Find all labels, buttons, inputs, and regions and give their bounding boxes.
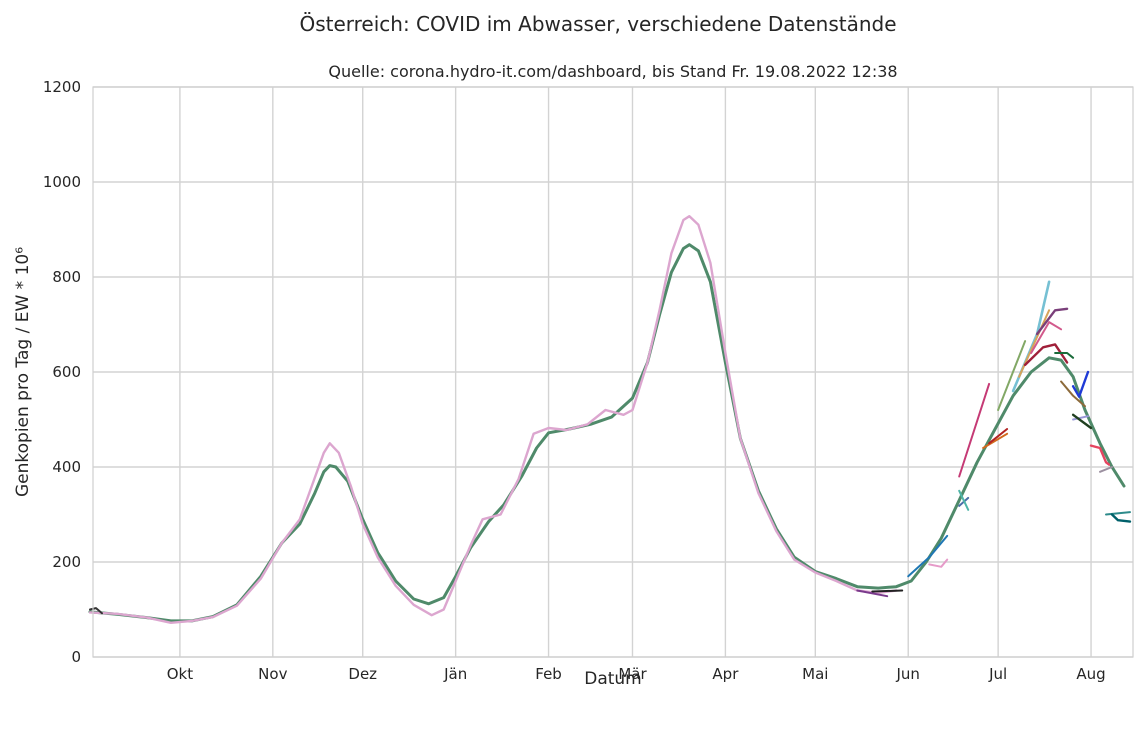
series-line-10 xyxy=(982,432,1009,449)
y-axis-label: Genkopien pro Tag / EW * 10⁶ xyxy=(13,247,33,497)
series-line-26 xyxy=(1110,513,1132,523)
series-line-18 xyxy=(1054,352,1075,359)
series-line-13 xyxy=(1011,280,1051,393)
x-tick-label: Feb xyxy=(535,665,562,683)
chart-suptitle: Österreich: COVID im Abwasser, verschied… xyxy=(299,12,896,36)
x-tick-label: Aug xyxy=(1076,665,1105,683)
series-line-11 xyxy=(988,428,1009,445)
series-line-4 xyxy=(856,589,889,598)
series-line-25 xyxy=(1105,511,1131,516)
series-line-23 xyxy=(1089,444,1111,466)
y-tick-label: 1000 xyxy=(43,173,81,191)
series-line-9 xyxy=(958,382,991,478)
y-tick-label: 600 xyxy=(52,363,81,381)
series-line-20 xyxy=(1071,370,1090,398)
grid xyxy=(93,86,1133,658)
x-tick-label: Okt xyxy=(167,665,193,683)
x-axis-label: Datum xyxy=(584,669,642,689)
series-line-12 xyxy=(997,340,1027,411)
series-layer xyxy=(88,214,1132,624)
x-tick-label: Jul xyxy=(988,665,1007,683)
series-line-14 xyxy=(1018,309,1051,378)
y-axis: 0 200 400 600 800 1000 1200 xyxy=(43,78,81,666)
x-tick-label: Nov xyxy=(258,665,287,683)
series-line-6 xyxy=(928,558,949,568)
x-axis: Okt Nov Dez Jän Feb Mär Apr Mai Jun Jul Aug xyxy=(167,665,1106,683)
y-tick-label: 200 xyxy=(52,553,81,571)
x-tick-label: Apr xyxy=(712,665,739,683)
plot-frame xyxy=(92,86,1134,658)
y-tick-label: 1200 xyxy=(43,78,81,96)
series-line-2 xyxy=(89,607,103,615)
x-tick-label: Dez xyxy=(348,665,377,683)
x-tick-label: Mär xyxy=(618,665,647,683)
series-line-5 xyxy=(907,534,949,578)
x-tick-label: Jun xyxy=(895,665,919,683)
series-line-3 xyxy=(871,589,904,593)
series-line-24 xyxy=(1099,466,1113,473)
series-line-0 xyxy=(88,243,1126,623)
x-tick-label: Jän xyxy=(443,665,467,683)
series-line-21 xyxy=(1072,415,1089,421)
chart-title: Quelle: corona.hydro-it.com/dashboard, b… xyxy=(328,62,897,81)
series-line-19 xyxy=(1060,380,1086,408)
series-line-1 xyxy=(88,214,898,624)
x-tick-label: Mai xyxy=(802,665,828,683)
series-line-15 xyxy=(1035,307,1069,336)
y-tick-label: 400 xyxy=(52,458,81,476)
series-line-22 xyxy=(1071,413,1093,430)
series-line-8 xyxy=(958,489,970,511)
series-line-17 xyxy=(1030,321,1063,354)
y-tick-label: 0 xyxy=(71,648,81,666)
y-tick-label: 800 xyxy=(52,268,81,286)
